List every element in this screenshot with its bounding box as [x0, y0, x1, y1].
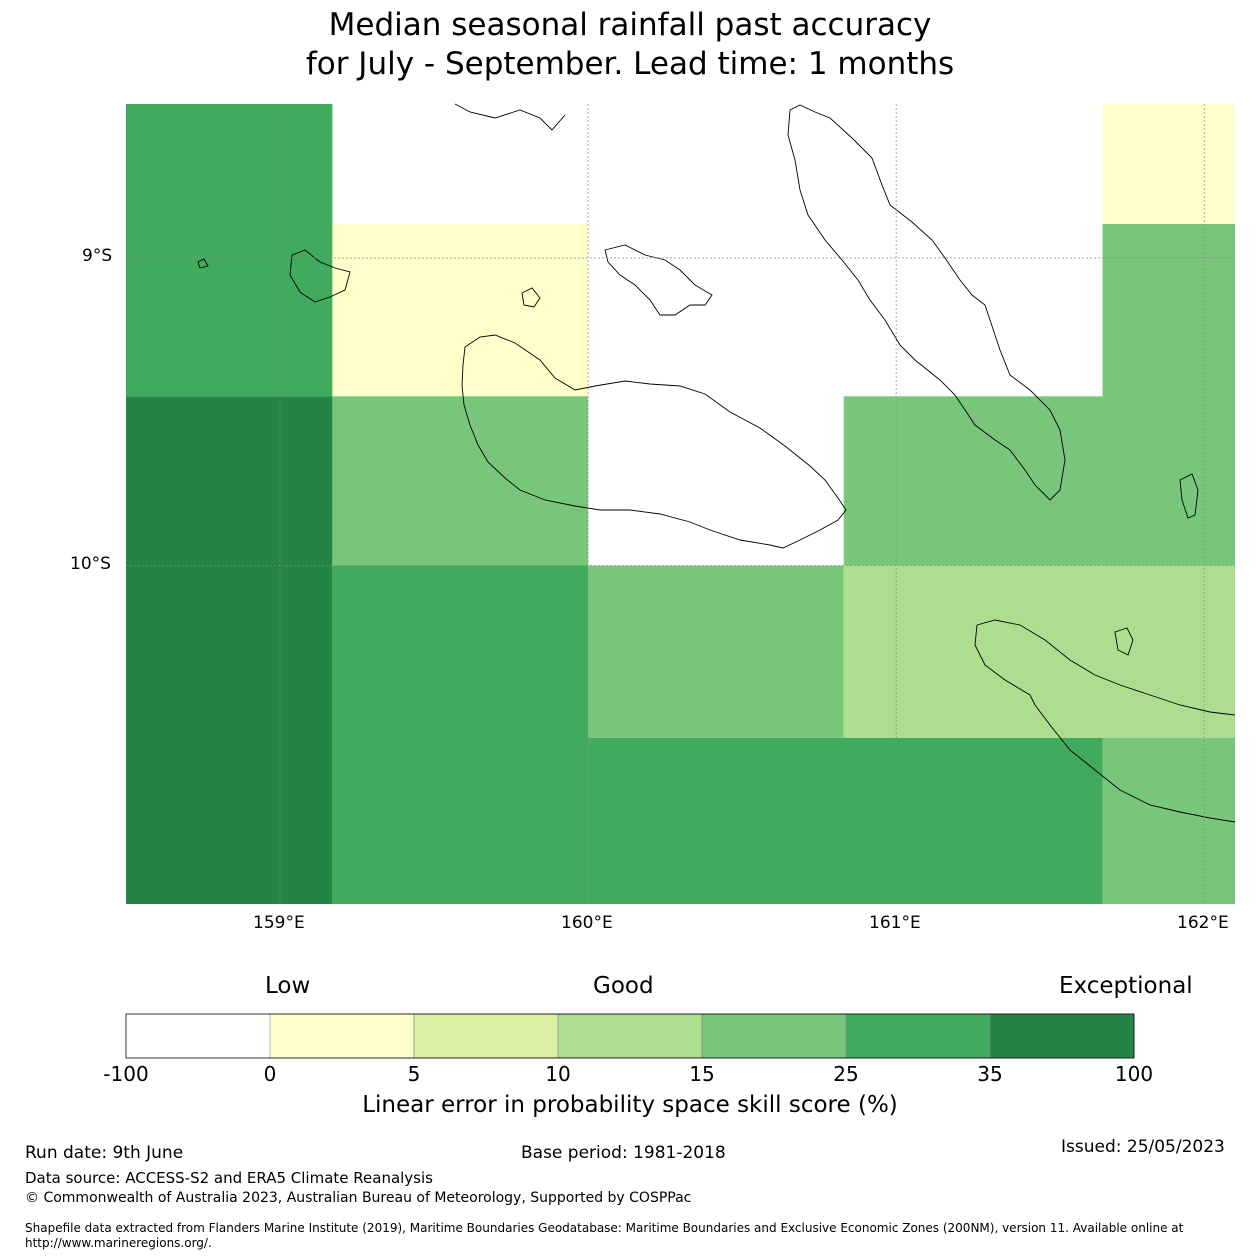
map-title-line1: Median seasonal rainfall past accuracy — [328, 7, 932, 43]
lon-label-160e: 160°E — [561, 913, 613, 933]
lon-label-161e: 161°E — [869, 913, 921, 933]
colorbar-tick: 35 — [977, 1062, 1003, 1086]
colorbar-tick: 10 — [545, 1062, 571, 1086]
colorbar-label: Linear error in probability space skill … — [362, 1092, 898, 1118]
base-period: Base period: 1981-2018 — [521, 1143, 726, 1163]
grid-cell — [843, 565, 1235, 738]
grid-cell — [588, 737, 1103, 904]
grid-cell — [1102, 737, 1235, 904]
coastlines — [197, 103, 1236, 823]
grid-cell — [332, 224, 589, 397]
coastline-florida-islands — [604, 244, 713, 316]
colorbar-segment — [701, 1013, 847, 1059]
issued-date: Issued: 25/05/2023 — [1061, 1137, 1225, 1157]
coastline-north — [454, 103, 566, 131]
colorbar-tick: 25 — [833, 1062, 859, 1086]
colorbar-tick: -100 — [103, 1062, 149, 1086]
shapefile-credit-line1: Shapefile data extracted from Flanders M… — [25, 1221, 1184, 1235]
grid-cell — [1102, 224, 1235, 566]
colorbar-word-good: Good — [593, 973, 654, 999]
coastline-small-island-3 — [1114, 627, 1134, 656]
colorbar-frame — [125, 1013, 1135, 1059]
lon-label-162e: 162°E — [1177, 913, 1229, 933]
colorbar-tick: 5 — [407, 1062, 421, 1086]
colorbar — [125, 1013, 1135, 1059]
coastline-small-island-2 — [1179, 473, 1199, 519]
shapefile-credit-line2: http://www.marineregions.org/. — [25, 1236, 212, 1250]
colorbar-segment — [413, 1013, 559, 1059]
lon-label-159e: 159°E — [253, 913, 305, 933]
colorbar-word-exceptional: Exceptional — [1059, 973, 1193, 999]
grid-cell — [332, 396, 589, 566]
colorbar-segment — [557, 1013, 703, 1059]
coastline-small-island-1 — [197, 258, 209, 269]
lat-label-10s: 10°S — [70, 554, 111, 574]
grid-cell — [126, 104, 333, 397]
coastline-savo — [521, 287, 541, 308]
grid-cell — [588, 565, 844, 738]
colorbar-tick: 0 — [263, 1062, 277, 1086]
colorbar-tick: 15 — [689, 1062, 715, 1086]
run-date: Run date: 9th June — [25, 1143, 184, 1163]
colorbar-segment — [845, 1013, 991, 1059]
lat-label-9s: 9°S — [82, 246, 113, 266]
data-source: Data source: ACCESS-S2 and ERA5 Climate … — [25, 1169, 433, 1187]
coastline-makira-south — [1034, 704, 1236, 823]
colorbar-segment — [989, 1013, 1135, 1059]
coastline-makira — [976, 619, 1236, 716]
coastline-makira-west — [974, 624, 1036, 706]
coastline-malaita — [787, 104, 1066, 501]
grid-cell — [332, 565, 589, 904]
graticule — [126, 104, 1235, 904]
colorbar-segment — [269, 1013, 415, 1059]
grid-cell — [843, 396, 1103, 566]
copyright: © Commonwealth of Australia 2023, Austra… — [25, 1190, 692, 1206]
grid-cell — [126, 396, 333, 904]
skill-grid — [126, 104, 1235, 904]
colorbar-segment — [126, 1014, 270, 1058]
colorbar-tick: 100 — [1114, 1062, 1154, 1086]
coastline-guadalcanal — [461, 334, 847, 549]
map-title-line2: for July - September. Lead time: 1 month… — [305, 46, 955, 82]
grid-cell — [1102, 104, 1235, 224]
colorbar-word-low: Low — [265, 973, 311, 999]
